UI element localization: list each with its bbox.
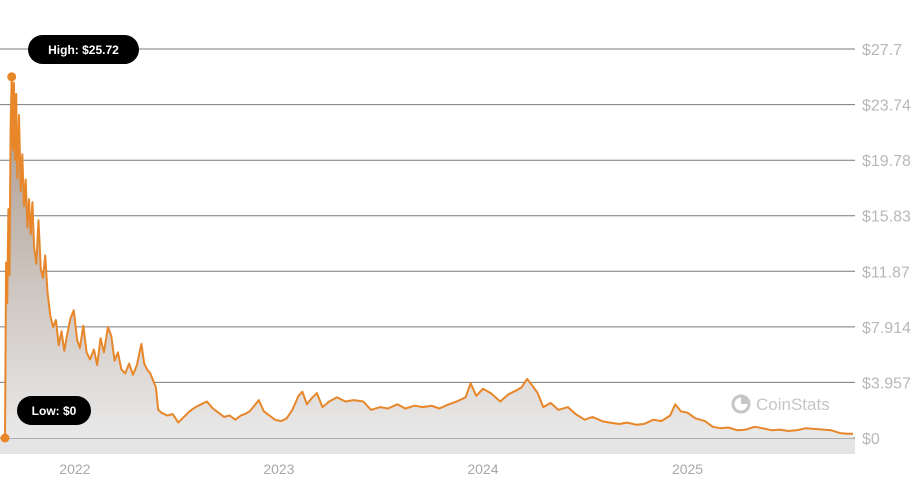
- coinstats-watermark: CoinStats: [731, 394, 830, 414]
- low-label-pill: Low: $0: [17, 396, 91, 425]
- x-tick-label: 2025: [672, 461, 703, 477]
- price-area-fill: [5, 76, 853, 439]
- low-point: [0, 433, 10, 443]
- high-low-markers: High: $25.72 Low: $0: [0, 35, 139, 443]
- y-tick-label: $7.914: [862, 320, 911, 337]
- plot-area: [4, 75, 853, 439]
- high-label: High: $25.72: [48, 43, 119, 57]
- y-tick-label: $3.957: [862, 375, 911, 392]
- x-tick-label: 2023: [263, 461, 294, 477]
- y-tick-label: $19.78: [862, 153, 911, 170]
- low-label: Low: $0: [32, 404, 77, 418]
- x-tick-label: 2024: [467, 461, 498, 477]
- y-tick-label: $0: [862, 431, 880, 448]
- x-tick-label: 2022: [59, 461, 90, 477]
- watermark-text: CoinStats: [756, 395, 830, 414]
- high-point: [7, 72, 17, 82]
- y-tick-label: $23.74: [862, 98, 911, 115]
- high-label-pill: High: $25.72: [28, 35, 139, 64]
- coinstats-logo-icon: [731, 394, 751, 414]
- price-line: [4, 75, 853, 439]
- y-tick-label: $27.7: [862, 42, 902, 59]
- y-axis-ticks: $27.7 $23.74 $19.78 $15.83 $11.87 $7.914 $3.95…: [862, 42, 911, 448]
- x-axis-ticks: 2022 2023 2024 2025: [59, 461, 703, 477]
- y-tick-label: $11.87: [862, 264, 910, 281]
- y-tick-label: $15.83: [862, 209, 911, 226]
- x-axis-band: [0, 438, 855, 454]
